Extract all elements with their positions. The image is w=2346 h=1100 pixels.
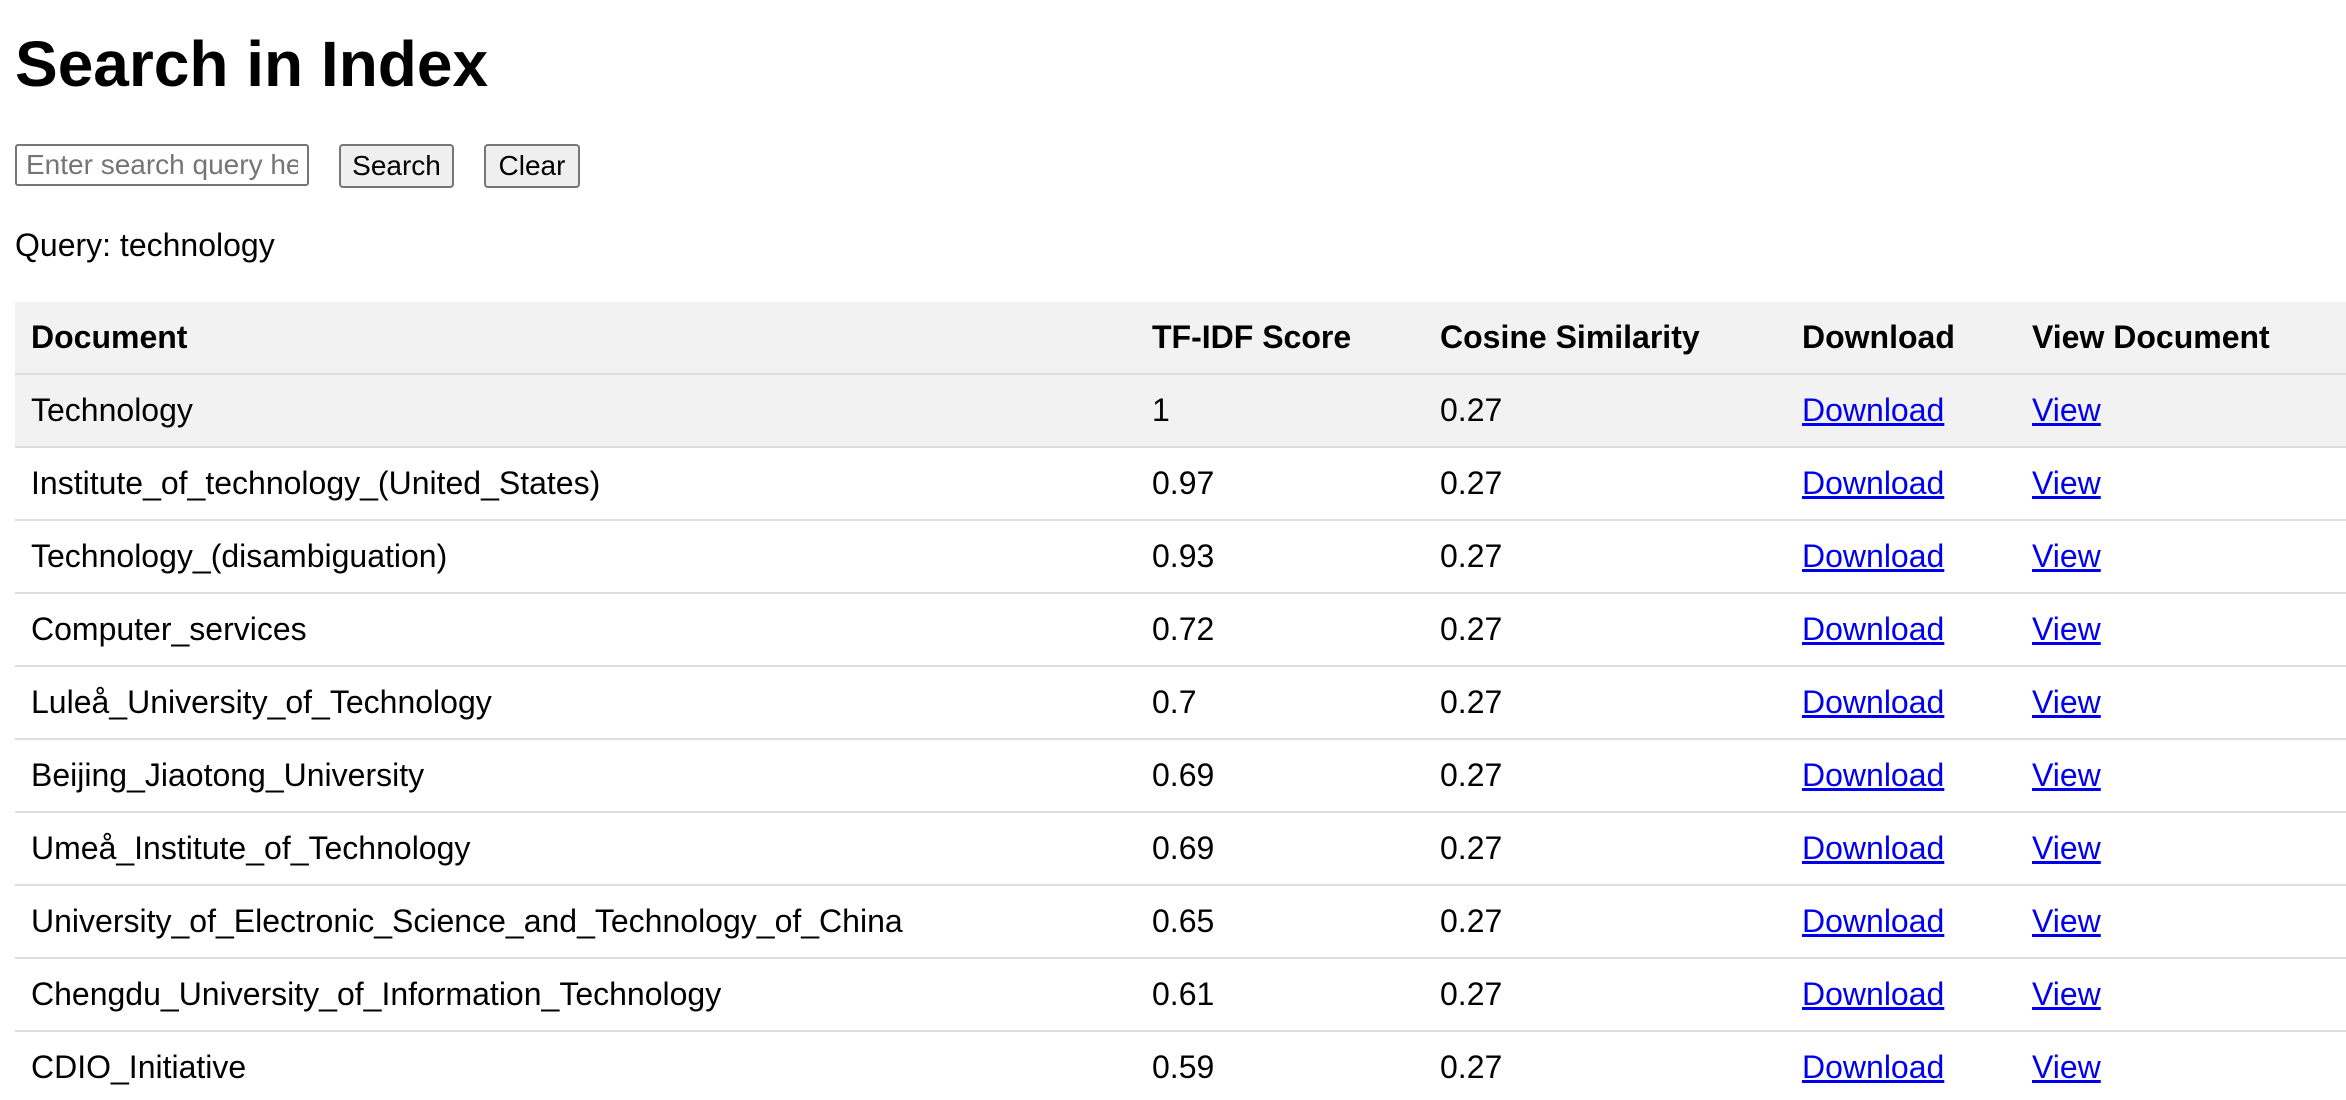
document-cell: CDIO_Initiative bbox=[15, 1031, 1136, 1100]
results-body: Technology 1 0.27 Download View Institute_of_… bbox=[15, 374, 2346, 1100]
query-value: technology bbox=[119, 227, 275, 263]
view-link[interactable]: View bbox=[2032, 611, 2101, 647]
view-cell: View bbox=[2016, 447, 2346, 521]
download-link[interactable]: Download bbox=[1802, 830, 1945, 866]
query-line: Query: technology bbox=[15, 224, 275, 266]
view-link[interactable]: View bbox=[2032, 465, 2101, 501]
column-header-cosine-similarity: Cosine Similarity bbox=[1424, 302, 1786, 375]
download-cell: Download bbox=[1786, 885, 2016, 959]
table-row: Technology 1 0.27 Download View bbox=[15, 374, 2346, 448]
tfidf-score-cell: 0.69 bbox=[1136, 812, 1424, 886]
search-button[interactable]: Search bbox=[339, 144, 454, 188]
table-row: Technology_(disambiguation) 0.93 0.27 Downl… bbox=[15, 520, 2346, 594]
view-cell: View bbox=[2016, 739, 2346, 813]
document-cell: University_of_Electronic_Science_and_Tec… bbox=[15, 885, 1136, 959]
cosine-similarity-cell: 0.27 bbox=[1424, 447, 1786, 521]
download-cell: Download bbox=[1786, 812, 2016, 886]
download-cell: Download bbox=[1786, 447, 2016, 521]
tfidf-score-cell: 0.72 bbox=[1136, 593, 1424, 667]
view-link[interactable]: View bbox=[2032, 538, 2101, 574]
download-link[interactable]: Download bbox=[1802, 538, 1945, 574]
view-cell: View bbox=[2016, 374, 2346, 448]
cosine-similarity-cell: 0.27 bbox=[1424, 958, 1786, 1032]
download-link[interactable]: Download bbox=[1802, 903, 1945, 939]
clear-button[interactable]: Clear bbox=[484, 144, 580, 188]
table-header-row: Document TF-IDF Score Cosine Similarity … bbox=[15, 302, 2346, 375]
view-cell: View bbox=[2016, 885, 2346, 959]
table-row: University_of_Electronic_Science_and_Tec… bbox=[15, 885, 2346, 959]
cosine-similarity-cell: 0.27 bbox=[1424, 1031, 1786, 1100]
table-row: Luleå_University_of_Technology 0.7 0.27 Dow… bbox=[15, 666, 2346, 740]
column-header-download: Download bbox=[1786, 302, 2016, 375]
download-cell: Download bbox=[1786, 739, 2016, 813]
table-row: Institute_of_technology_(United_States) 0… bbox=[15, 447, 2346, 521]
download-cell: Download bbox=[1786, 666, 2016, 740]
view-link[interactable]: View bbox=[2032, 903, 2101, 939]
view-link[interactable]: View bbox=[2032, 976, 2101, 1012]
download-cell: Download bbox=[1786, 1031, 2016, 1100]
document-cell: Beijing_Jiaotong_University bbox=[15, 739, 1136, 813]
view-cell: View bbox=[2016, 593, 2346, 667]
view-cell: View bbox=[2016, 1031, 2346, 1100]
cosine-similarity-cell: 0.27 bbox=[1424, 812, 1786, 886]
view-link[interactable]: View bbox=[2032, 757, 2101, 793]
search-input[interactable] bbox=[15, 144, 309, 186]
page-title: Search in Index bbox=[15, 28, 489, 100]
document-cell: Computer_services bbox=[15, 593, 1136, 667]
tfidf-score-cell: 0.61 bbox=[1136, 958, 1424, 1032]
results-table: Document TF-IDF Score Cosine Similarity … bbox=[15, 302, 2346, 1100]
view-link[interactable]: View bbox=[2032, 684, 2101, 720]
document-cell: Chengdu_University_of_Information_Techno… bbox=[15, 958, 1136, 1032]
download-link[interactable]: Download bbox=[1802, 684, 1945, 720]
download-link[interactable]: Download bbox=[1802, 976, 1945, 1012]
table-row: Umeå_Institute_of_Technology 0.69 0.27 Down… bbox=[15, 812, 2346, 886]
tfidf-score-cell: 0.65 bbox=[1136, 885, 1424, 959]
cosine-similarity-cell: 0.27 bbox=[1424, 885, 1786, 959]
view-cell: View bbox=[2016, 520, 2346, 594]
tfidf-score-cell: 0.7 bbox=[1136, 666, 1424, 740]
download-link[interactable]: Download bbox=[1802, 1049, 1945, 1085]
download-link[interactable]: Download bbox=[1802, 392, 1945, 428]
table-row: Beijing_Jiaotong_University 0.69 0.27 Downl… bbox=[15, 739, 2346, 813]
view-cell: View bbox=[2016, 666, 2346, 740]
download-link[interactable]: Download bbox=[1802, 611, 1945, 647]
view-link[interactable]: View bbox=[2032, 830, 2101, 866]
view-link[interactable]: View bbox=[2032, 392, 2101, 428]
view-cell: View bbox=[2016, 958, 2346, 1032]
view-cell: View bbox=[2016, 812, 2346, 886]
tfidf-score-cell: 0.69 bbox=[1136, 739, 1424, 813]
tfidf-score-cell: 1 bbox=[1136, 374, 1424, 448]
document-cell: Institute_of_technology_(United_States) bbox=[15, 447, 1136, 521]
cosine-similarity-cell: 0.27 bbox=[1424, 739, 1786, 813]
table-row: Chengdu_University_of_Information_Techno… bbox=[15, 958, 2346, 1032]
query-label: Query: bbox=[15, 227, 112, 263]
document-cell: Umeå_Institute_of_Technology bbox=[15, 812, 1136, 886]
download-cell: Download bbox=[1786, 374, 2016, 448]
view-link[interactable]: View bbox=[2032, 1049, 2101, 1085]
cosine-similarity-cell: 0.27 bbox=[1424, 593, 1786, 667]
download-cell: Download bbox=[1786, 958, 2016, 1032]
document-cell: Luleå_University_of_Technology bbox=[15, 666, 1136, 740]
document-cell: Technology bbox=[15, 374, 1136, 448]
download-link[interactable]: Download bbox=[1802, 757, 1945, 793]
column-header-tfidf-score: TF-IDF Score bbox=[1136, 302, 1424, 375]
download-link[interactable]: Download bbox=[1802, 465, 1945, 501]
cosine-similarity-cell: 0.27 bbox=[1424, 520, 1786, 594]
tfidf-score-cell: 0.93 bbox=[1136, 520, 1424, 594]
tfidf-score-cell: 0.97 bbox=[1136, 447, 1424, 521]
table-row: CDIO_Initiative 0.59 0.27 Download View bbox=[15, 1031, 2346, 1100]
download-cell: Download bbox=[1786, 520, 2016, 594]
cosine-similarity-cell: 0.27 bbox=[1424, 666, 1786, 740]
column-header-view-document: View Document bbox=[2016, 302, 2346, 375]
document-cell: Technology_(disambiguation) bbox=[15, 520, 1136, 594]
tfidf-score-cell: 0.59 bbox=[1136, 1031, 1424, 1100]
cosine-similarity-cell: 0.27 bbox=[1424, 374, 1786, 448]
download-cell: Download bbox=[1786, 593, 2016, 667]
table-row: Computer_services 0.72 0.27 Download View bbox=[15, 593, 2346, 667]
column-header-document: Document bbox=[15, 302, 1136, 375]
